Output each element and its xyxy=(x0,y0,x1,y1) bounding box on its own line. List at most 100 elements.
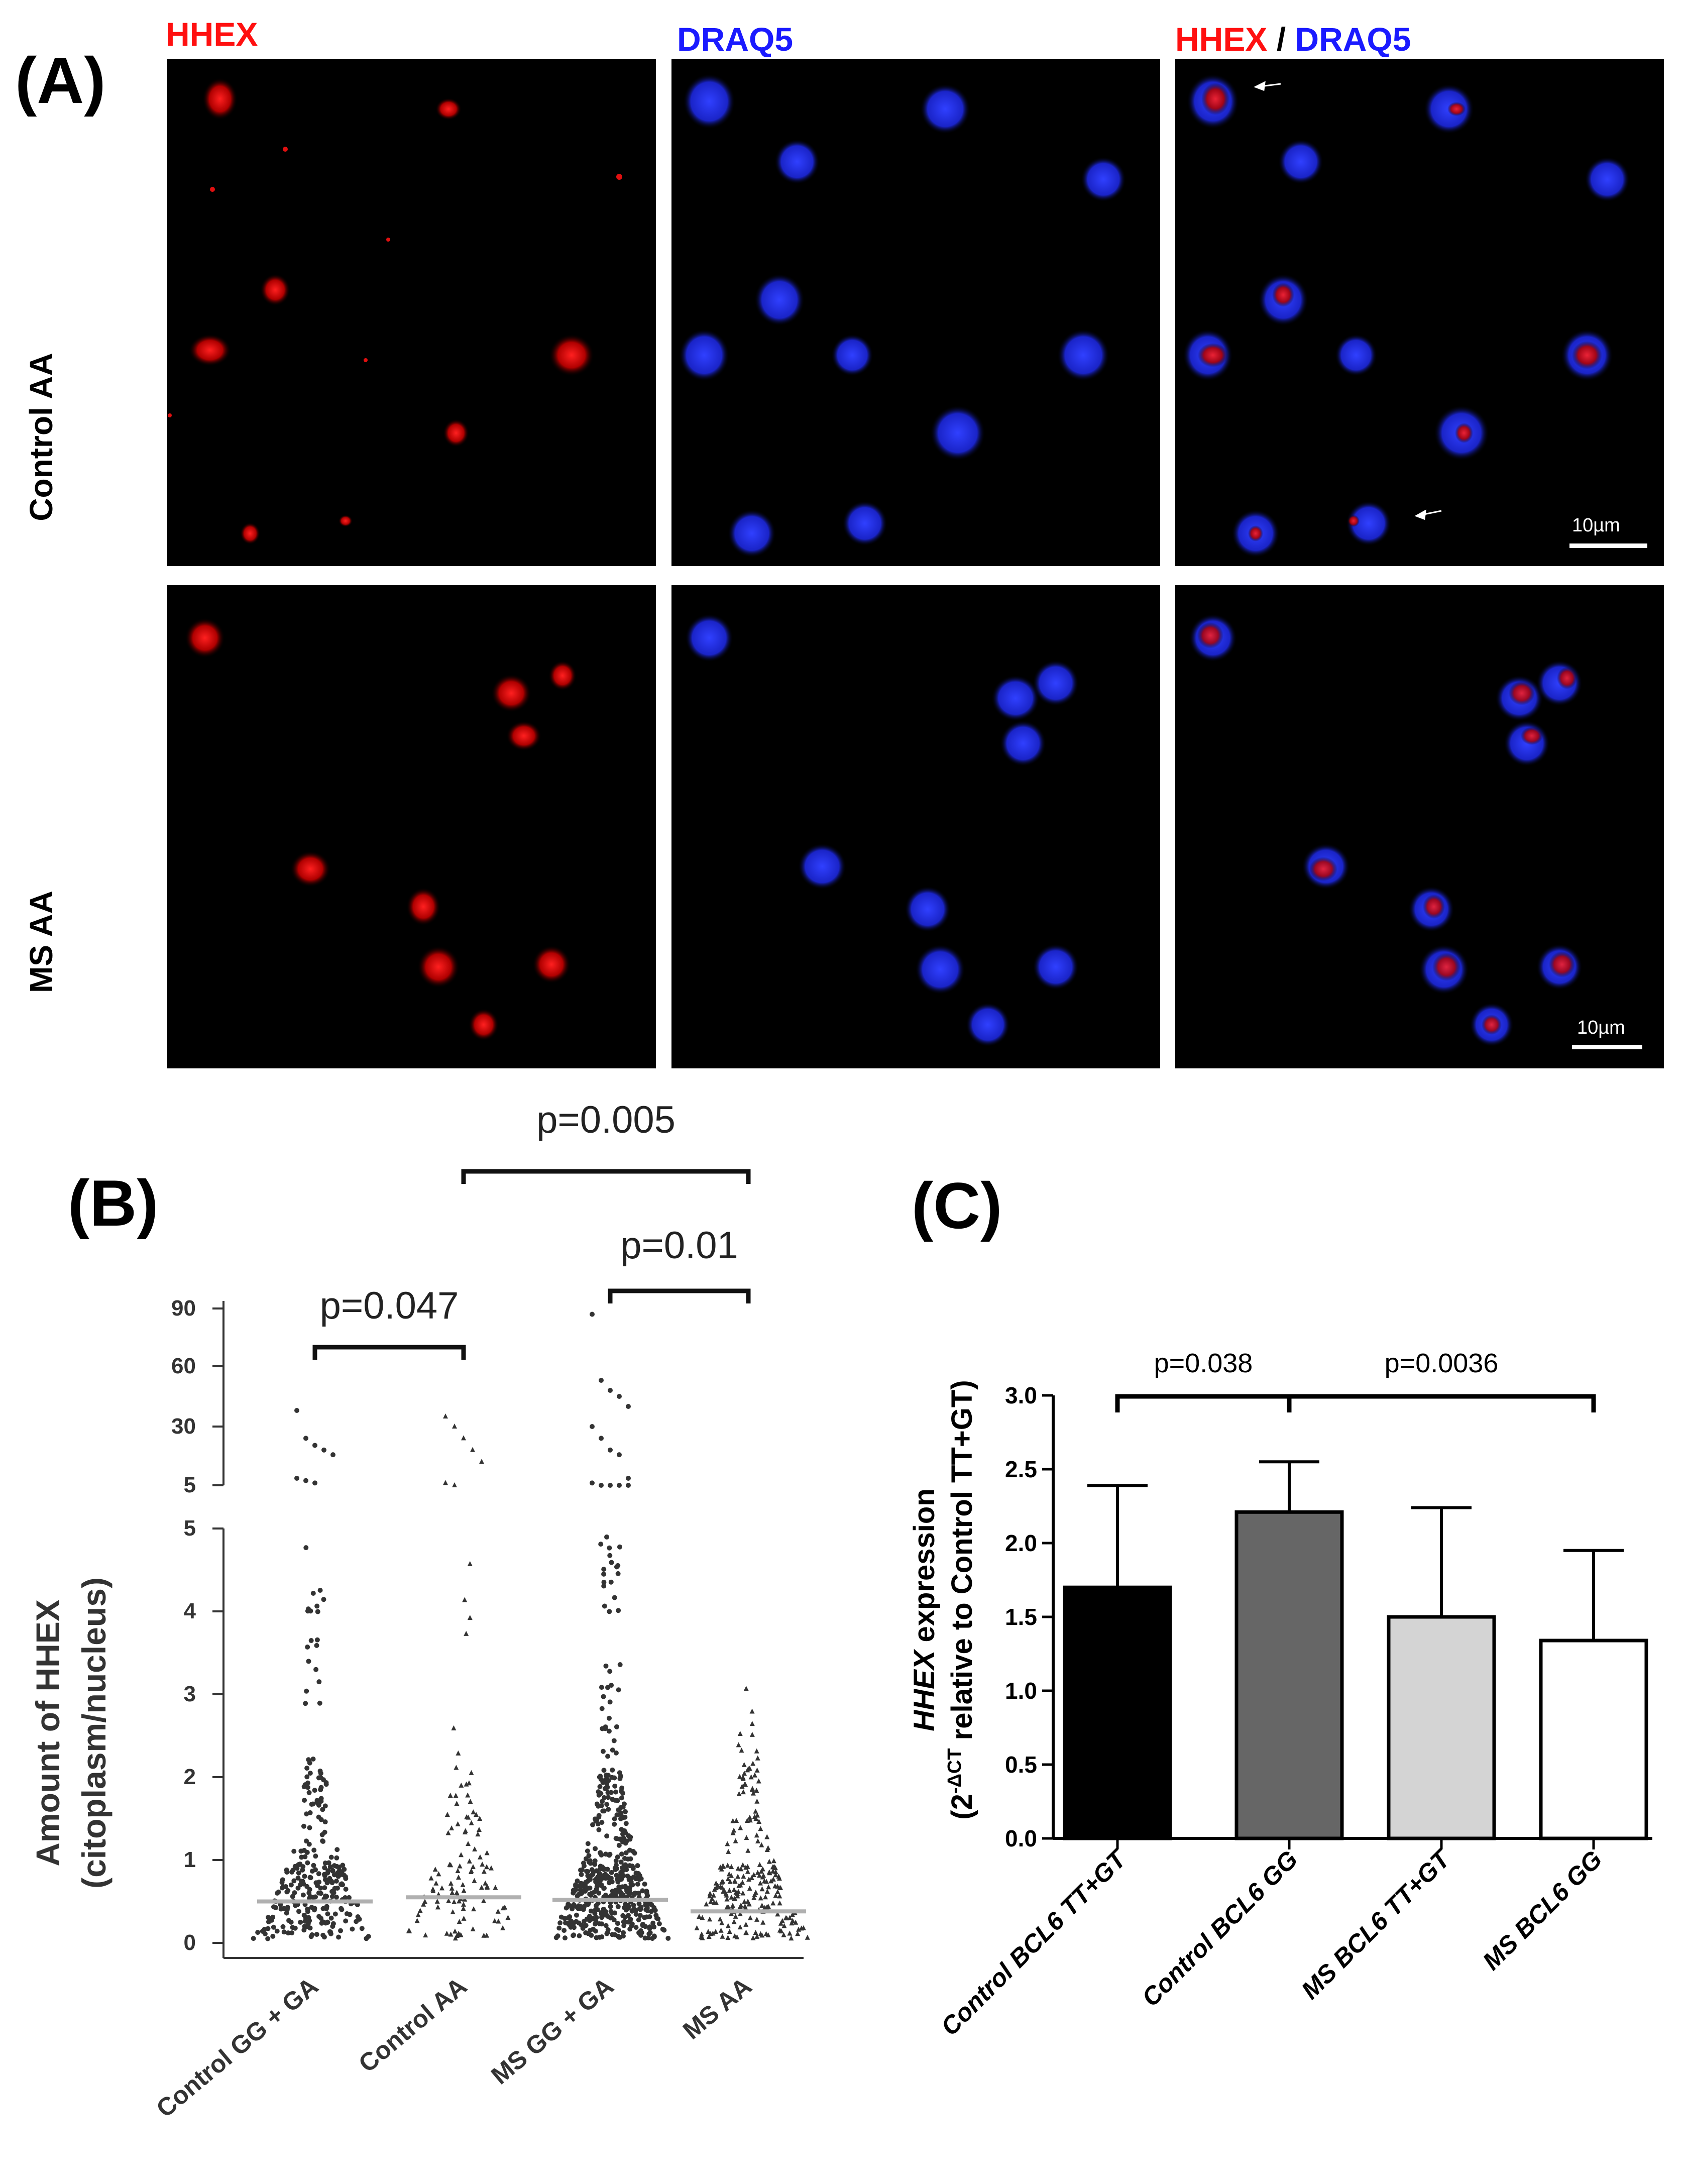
data-point xyxy=(316,1679,322,1685)
data-point xyxy=(270,1933,276,1939)
data-point xyxy=(432,1867,438,1872)
data-point xyxy=(604,1772,609,1778)
x-category-label: Control BCL6 TT+GT xyxy=(936,1843,1133,2041)
data-point xyxy=(642,1935,648,1941)
data-point-upper xyxy=(303,1436,308,1441)
data-point xyxy=(599,1803,604,1808)
data-point xyxy=(343,1895,348,1900)
data-point xyxy=(573,1883,579,1889)
data-point xyxy=(594,1935,599,1940)
data-point xyxy=(334,1855,340,1861)
data-point xyxy=(644,1891,650,1896)
data-point xyxy=(290,1894,295,1899)
data-point xyxy=(439,1885,445,1891)
data-point xyxy=(709,1896,715,1901)
data-point xyxy=(595,1882,600,1888)
data-point xyxy=(469,1868,474,1874)
data-point xyxy=(477,1854,483,1860)
data-point xyxy=(713,1929,718,1934)
data-point-upper xyxy=(608,1483,613,1488)
data-point xyxy=(343,1874,348,1880)
data-point xyxy=(303,1545,309,1551)
data-point xyxy=(330,1868,335,1874)
data-point xyxy=(799,1925,804,1931)
data-point xyxy=(631,1891,637,1897)
data-point xyxy=(448,1881,454,1886)
data-point xyxy=(318,1775,323,1781)
data-point xyxy=(737,1924,743,1930)
data-point xyxy=(328,1915,334,1921)
data-point xyxy=(607,1553,613,1558)
data-point-upper xyxy=(303,1478,308,1483)
data-point xyxy=(635,1863,640,1869)
data-point xyxy=(767,1870,772,1876)
data-point xyxy=(447,1862,453,1867)
bar-chart-hhex-expression: 0.0 0.5 1.0 1.5 2.0 2.5 3.0 Control BCL6 TT+GT C… xyxy=(908,1348,1652,2041)
data-point xyxy=(764,1834,770,1839)
data-point xyxy=(310,1757,316,1762)
data-point xyxy=(629,1923,634,1929)
data-point xyxy=(561,1928,567,1933)
y-axis-label-line1: Amount of HHEX xyxy=(29,1599,66,1867)
data-point xyxy=(592,1911,598,1916)
data-point xyxy=(457,1898,462,1904)
data-point xyxy=(743,1930,749,1935)
data-point xyxy=(757,1873,762,1878)
data-point xyxy=(743,1686,749,1691)
data-point xyxy=(633,1871,639,1876)
data-point xyxy=(622,1919,627,1924)
data-point xyxy=(415,1912,421,1917)
data-point xyxy=(777,1885,782,1891)
data-point-upper xyxy=(590,1424,595,1429)
x-category-label: MS BCL6 GG xyxy=(1477,1845,1608,1976)
data-point xyxy=(605,1754,611,1759)
data-point xyxy=(627,1892,632,1898)
data-point xyxy=(754,1916,760,1922)
data-point xyxy=(619,1785,625,1791)
y-tick-label: 3.0 xyxy=(1005,1382,1037,1408)
data-point xyxy=(292,1925,298,1931)
bar xyxy=(1234,1510,1344,1840)
data-point-upper xyxy=(617,1452,622,1458)
data-point xyxy=(303,1924,309,1930)
data-point xyxy=(753,1930,758,1935)
data-point xyxy=(758,1895,763,1901)
data-point xyxy=(467,1858,472,1864)
data-point xyxy=(598,1850,603,1855)
data-point xyxy=(616,1807,621,1813)
data-point xyxy=(633,1925,639,1930)
data-point xyxy=(414,1918,420,1923)
row-label-ms-aa: MS AA xyxy=(23,891,59,993)
data-point xyxy=(728,1911,734,1916)
data-point xyxy=(325,1911,330,1917)
data-point xyxy=(616,1888,622,1894)
data-point xyxy=(584,1886,589,1892)
data-point xyxy=(739,1784,745,1789)
data-point xyxy=(593,1818,599,1824)
data-point xyxy=(323,1782,329,1787)
data-point xyxy=(612,1775,617,1781)
data-point xyxy=(727,1888,732,1893)
data-point xyxy=(737,1911,743,1916)
data-point xyxy=(700,1935,705,1940)
data-point xyxy=(637,1913,643,1918)
y-tick-label: 1 xyxy=(184,1847,196,1872)
data-point xyxy=(599,1934,605,1940)
data-point xyxy=(737,1904,743,1909)
data-point xyxy=(320,1906,326,1911)
data-point xyxy=(623,1850,629,1855)
data-point xyxy=(451,1725,457,1730)
data-point xyxy=(622,1809,628,1814)
data-point xyxy=(322,1885,327,1891)
data-point xyxy=(584,1869,590,1874)
data-point xyxy=(262,1927,267,1932)
data-point xyxy=(265,1936,271,1941)
data-point xyxy=(485,1883,490,1889)
data-point xyxy=(314,1637,320,1643)
data-point xyxy=(301,1847,307,1853)
data-point xyxy=(789,1935,794,1941)
data-point xyxy=(620,1831,625,1837)
data-point xyxy=(596,1792,602,1798)
data-point xyxy=(447,1792,453,1798)
data-point xyxy=(727,1928,732,1934)
